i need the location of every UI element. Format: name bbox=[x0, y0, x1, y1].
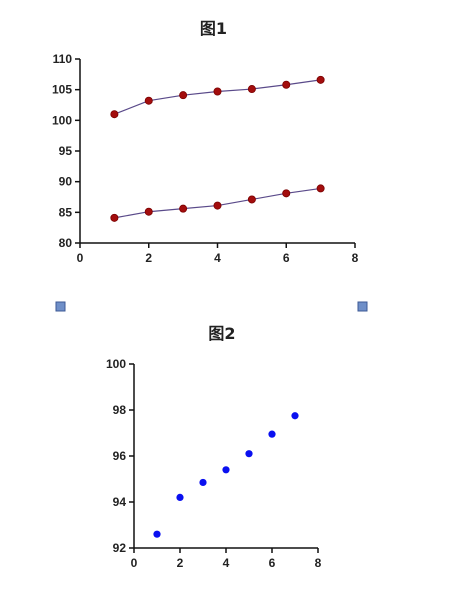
data-point bbox=[179, 91, 188, 100]
data-point bbox=[268, 430, 276, 438]
y-tick-label: 85 bbox=[59, 205, 73, 219]
x-tick-label: 2 bbox=[145, 251, 152, 265]
data-point bbox=[213, 87, 222, 96]
x-tick-label: 6 bbox=[283, 251, 290, 265]
data-point bbox=[316, 184, 325, 193]
y-tick-label: 94 bbox=[113, 495, 127, 509]
data-point bbox=[282, 80, 291, 89]
y-tick-label: 95 bbox=[59, 144, 73, 158]
data-point bbox=[110, 110, 119, 119]
data-point bbox=[291, 412, 299, 420]
data-point bbox=[247, 85, 256, 94]
y-tick-label: 110 bbox=[53, 52, 73, 66]
y-tick-label: 92 bbox=[113, 541, 127, 555]
y-tick-label: 90 bbox=[59, 175, 73, 189]
x-tick-label: 8 bbox=[352, 251, 359, 265]
data-point bbox=[110, 213, 119, 222]
x-tick-label: 4 bbox=[214, 251, 221, 265]
y-tick-label: 100 bbox=[106, 357, 126, 371]
data-point bbox=[222, 466, 230, 474]
chart-2: 图2 92 94 96 98 100 0 2 4 6 8 bbox=[106, 324, 322, 570]
chart-title: 图2 bbox=[208, 324, 235, 343]
resize-handle-left-icon[interactable] bbox=[55, 301, 66, 312]
x-tick-label: 8 bbox=[315, 556, 322, 570]
data-point bbox=[199, 478, 207, 487]
chart-title: 图1 bbox=[200, 19, 227, 38]
resize-handle-right-icon[interactable] bbox=[357, 301, 368, 312]
data-point bbox=[316, 75, 325, 84]
data-point bbox=[213, 201, 222, 210]
data-point bbox=[144, 207, 153, 216]
data-point bbox=[282, 189, 291, 198]
x-tick-label: 6 bbox=[269, 556, 276, 570]
x-tick-label: 2 bbox=[177, 556, 184, 570]
y-tick-label: 100 bbox=[52, 113, 72, 127]
data-point bbox=[245, 450, 253, 458]
y-tick-label: 98 bbox=[113, 403, 127, 417]
data-point bbox=[176, 493, 184, 501]
y-tick-label: 80 bbox=[59, 236, 73, 250]
x-tick-label: 0 bbox=[77, 251, 84, 265]
chart-1: 图1 80 85 90 95 100 105 110 0 2 4 6 8 bbox=[52, 19, 359, 265]
x-tick-label: 4 bbox=[223, 556, 230, 570]
data-point bbox=[179, 204, 188, 213]
data-point bbox=[153, 530, 161, 538]
data-point bbox=[144, 96, 153, 105]
y-tick-label: 105 bbox=[52, 83, 72, 97]
x-tick-label: 0 bbox=[131, 556, 138, 570]
y-tick-label: 96 bbox=[113, 449, 127, 463]
data-point bbox=[247, 195, 256, 204]
